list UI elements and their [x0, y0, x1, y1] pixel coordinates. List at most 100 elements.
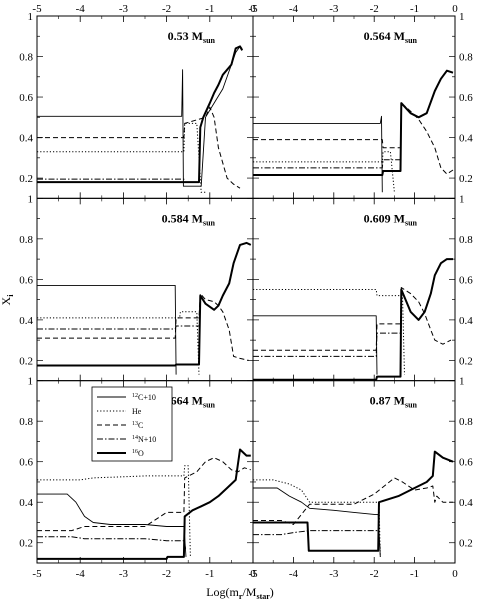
x-tick-label-bottom: -3	[329, 568, 339, 580]
series-line-16O	[253, 69, 454, 176]
series-line-14Nplus10	[37, 178, 186, 183]
legend-sup: 13	[132, 421, 138, 427]
panel-mass-sub: sun	[203, 401, 216, 410]
axis-titles: Log(mr/Mstar) Xi	[0, 294, 274, 600]
legend-sup: 14	[132, 435, 138, 441]
panel-3: 0.609 Msun 0.2 0.4 0.6 0.8 1	[252, 193, 473, 382]
legend-sup: 16	[132, 449, 138, 455]
x-tick-label-top: -1	[205, 3, 214, 15]
y-tick-label: 0.6	[19, 92, 33, 104]
x-tick-label-top: 0	[452, 3, 458, 15]
legend-text: C	[138, 421, 143, 430]
panel-frame	[252, 197, 456, 382]
x-tick-label-bottom: 0	[452, 568, 458, 580]
series-line-13C	[253, 102, 454, 175]
x-tick-label-bottom: 0	[250, 568, 256, 580]
series-line-14Nplus10	[37, 536, 187, 551]
series-line-12Cplus10	[253, 115, 383, 193]
y-tick-label-right: 1	[459, 11, 465, 23]
x-tick-label-bottom: -4	[76, 568, 86, 580]
series-line-14Nplus10	[253, 530, 381, 551]
legend-text: C+10	[138, 393, 156, 402]
y-tick-label-right: 1	[459, 193, 465, 205]
series-line-12Cplus10	[37, 493, 187, 557]
y-tick-label-right: 0.6	[459, 457, 473, 469]
x-tick-label-top: -2	[370, 3, 379, 15]
y-tick-label-right: 0.4	[459, 315, 473, 327]
series-line-13C	[253, 477, 453, 525]
panel-mass-label: 0.53 Msun	[168, 29, 216, 45]
panel-mass-sub: sun	[203, 36, 216, 45]
series-line-14Nplus10	[253, 332, 401, 357]
series-line-12Cplus10	[253, 487, 381, 557]
panel-mass-value: 0.87 M	[370, 394, 405, 408]
series-line-He	[37, 122, 206, 193]
y-tick-label: 0.6	[19, 274, 33, 286]
y-tick-label: 0.2	[19, 538, 33, 550]
panel-mass-value: 0.609 M	[364, 211, 405, 225]
panel-frame	[36, 15, 254, 199]
y-tick-label-right: 0.2	[459, 538, 473, 550]
legend-entry: He	[132, 407, 142, 416]
x-axis-title: Log(mr/Mstar)	[206, 585, 274, 600]
series-line-16O	[37, 448, 251, 560]
y-tick-label: 1	[28, 11, 34, 23]
series-line-16O	[253, 258, 453, 381]
panel-mass-sub: sun	[405, 401, 418, 410]
legend-entry: 16O	[132, 449, 144, 458]
panel-1: 0.564 Msun 0.2 0.4 0.6 0.8 1 -5 -4 -3 -2 -1 0	[248, 3, 473, 199]
y-tick-label-right: 0.8	[459, 234, 473, 246]
x-tick-label-top: -3	[329, 3, 339, 15]
x-tick-label-bottom: -5	[248, 568, 258, 580]
panel-2: 0.584 Msun 0.2 0.4 0.6 0.8 1	[19, 193, 254, 382]
panel-mass-value: 0.53 M	[168, 29, 203, 43]
panel-mass-label: 0.87 Msun	[370, 394, 418, 410]
y-tick-label: 0.2	[19, 355, 33, 367]
panel-mass-value: 0.584 M	[162, 211, 203, 225]
x-tick-label-bottom: -2	[370, 568, 379, 580]
panel-5: 0.87 Msun 0.2 0.4 0.6 0.8 1 -5 -4 -3 -2 -1 0	[248, 376, 473, 580]
y-tick-label-right: 0.6	[459, 274, 473, 286]
series-line-He	[253, 479, 381, 557]
x-tick-label-top: -4	[76, 3, 86, 15]
x-tick-label-bottom: -4	[289, 568, 299, 580]
x-tick-label-bottom: -1	[410, 568, 419, 580]
series-line-He	[253, 151, 395, 193]
panel-frame	[252, 15, 456, 199]
y-tick-label-right: 0.4	[459, 497, 473, 509]
legend-text: N+10	[138, 435, 156, 444]
panel-frame	[36, 197, 254, 382]
y-tick-label-right: 0.8	[459, 416, 473, 428]
x-tick-label-bottom: -3	[119, 568, 129, 580]
y-tick-label: 0.8	[19, 52, 33, 64]
panel-mass-label: 0.584 Msun	[162, 211, 216, 227]
panel-mass-label: 0.609 Msun	[364, 211, 418, 227]
y-tick-label: 0.4	[19, 315, 33, 327]
x-tick-label-top: -4	[289, 3, 299, 15]
y-tick-label-right: 0.6	[459, 92, 473, 104]
series-line-He	[37, 465, 191, 557]
y-tick-label: 0.2	[19, 173, 33, 185]
x-tick-label-top: -5	[248, 3, 258, 15]
y-tick-label-right: 0.2	[459, 173, 473, 185]
legend-box	[91, 386, 173, 462]
panel-mass-sub: sun	[405, 218, 418, 227]
y-tick-label-right: 0.8	[459, 52, 473, 64]
y-tick-label: 0.8	[19, 234, 33, 246]
legend-entry: 14N+10	[132, 435, 156, 444]
panel-mass-value: 0.564 M	[364, 29, 405, 43]
y-tick-label: 0.4	[19, 497, 33, 509]
series-line-13C	[37, 106, 241, 189]
y-tick-label: 0.6	[19, 457, 33, 469]
x-tick-label-bottom: -5	[32, 568, 42, 580]
y-axis-title: Xi	[0, 294, 15, 306]
series-line-12Cplus10	[253, 315, 378, 375]
y-tick-label: 1	[28, 193, 34, 205]
series-line-14Nplus10	[37, 325, 199, 330]
legend-entry: 13C	[132, 421, 143, 430]
series-line-13C	[37, 457, 251, 532]
legend-sup: 12	[132, 393, 138, 399]
x-tick-label-top: -2	[162, 3, 171, 15]
